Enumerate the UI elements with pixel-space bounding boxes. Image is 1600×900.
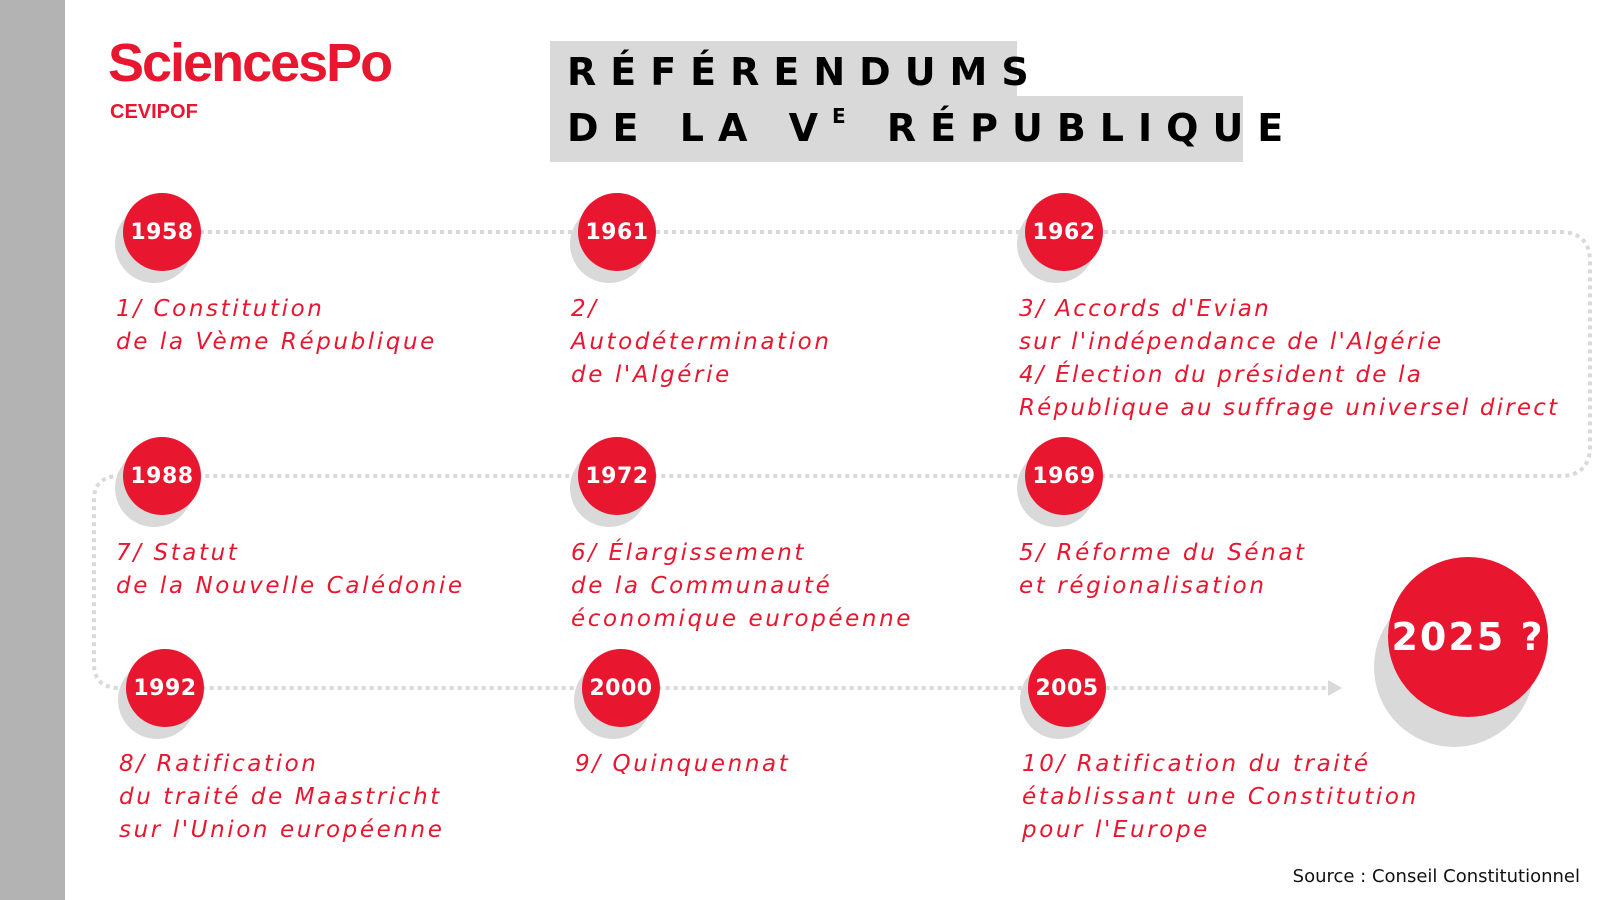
description-line: 4/ Élection du président de la bbox=[1019, 362, 1424, 388]
year-badge: 2000 bbox=[582, 649, 660, 727]
description-line: sur l'Union européenne bbox=[119, 817, 445, 843]
year-badge: 1958 bbox=[123, 193, 201, 271]
year-badge: 1988 bbox=[123, 437, 201, 515]
description-line: de la Communauté bbox=[571, 573, 833, 599]
future-year-badge: 2025 ? bbox=[1388, 557, 1548, 717]
description-line: de l'Algérie bbox=[571, 362, 732, 388]
description-line: établissant une Constitution bbox=[1022, 784, 1419, 810]
event-description-1962: 3/ Accords d'Evian sur l'indépendance de… bbox=[1019, 293, 1559, 425]
description-line: 6/ Élargissement bbox=[571, 540, 807, 566]
description-line: économique européenne bbox=[571, 606, 914, 632]
cevipof-label: CEVIPOF bbox=[110, 101, 198, 123]
year-badge: 1969 bbox=[1025, 437, 1103, 515]
year-badge: 1972 bbox=[578, 437, 656, 515]
event-description-1992: 8/ Ratification du traité de Maastricht … bbox=[119, 748, 444, 847]
description-line: de la Nouvelle Calédonie bbox=[116, 573, 465, 599]
title-background bbox=[550, 41, 1017, 99]
description-line: pour l'Europe bbox=[1022, 817, 1210, 843]
description-line: 7/ Statut bbox=[116, 540, 240, 566]
description-line: du traité de Maastricht bbox=[119, 784, 442, 810]
timeline-node-2005: 2005 bbox=[1020, 649, 1106, 739]
event-description-1969: 5/ Réforme du Sénat et régionalisation bbox=[1019, 537, 1307, 603]
timeline-node-1972: 1972 bbox=[570, 437, 656, 527]
event-description-1958: 1/ Constitution de la Vème République bbox=[116, 293, 437, 359]
year-badge: 2005 bbox=[1028, 649, 1106, 727]
description-line: République au suffrage universel direct bbox=[1019, 395, 1560, 421]
description-line: 5/ Réforme du Sénat bbox=[1019, 540, 1307, 566]
event-description-2000: 9/ Quinquennat bbox=[575, 748, 790, 781]
timeline-dotted-line bbox=[92, 230, 1592, 690]
event-description-1961: 2/ Autodétermination de l'Algérie bbox=[571, 293, 832, 392]
description-line: 9/ Quinquennat bbox=[575, 751, 791, 777]
sciencespo-logo: SciencesPo bbox=[108, 33, 393, 93]
sidebar-strip bbox=[0, 0, 65, 900]
year-badge: 1962 bbox=[1025, 193, 1103, 271]
timeline-node-1961: 1961 bbox=[570, 193, 656, 283]
description-line: sur l'indépendance de l'Algérie bbox=[1019, 329, 1444, 355]
timeline-node-1988: 1988 bbox=[115, 437, 201, 527]
event-description-2005: 10/ Ratification du traité établissant u… bbox=[1022, 748, 1419, 847]
source-note: Source : Conseil Constitutionnel bbox=[1292, 866, 1580, 887]
description-line: Autodétermination bbox=[571, 329, 832, 355]
arrow-head-icon bbox=[1328, 680, 1342, 696]
title-superscript: E bbox=[832, 104, 860, 129]
title-line1: RÉFÉRENDUMS bbox=[567, 50, 1043, 94]
description-line: 10/ Ratification du traité bbox=[1022, 751, 1371, 777]
description-line: de la Vème République bbox=[116, 329, 437, 355]
year-badge: 1992 bbox=[126, 649, 204, 727]
title-line2: DE LA VE RÉPUBLIQUE bbox=[567, 104, 1298, 150]
description-line: 3/ Accords d'Evian bbox=[1019, 296, 1271, 322]
title-background bbox=[550, 96, 1243, 162]
year-badge: 1961 bbox=[578, 193, 656, 271]
timeline-node-1969: 1969 bbox=[1017, 437, 1103, 527]
title-text: DE LA V bbox=[567, 106, 832, 150]
timeline-node-1962: 1962 bbox=[1017, 193, 1103, 283]
future-referendum-node: 2025 ? bbox=[1374, 557, 1548, 747]
title-text: RÉPUBLIQUE bbox=[859, 106, 1298, 150]
timeline-node-1992: 1992 bbox=[118, 649, 204, 739]
event-description-1988: 7/ Statut de la Nouvelle Calédonie bbox=[116, 537, 465, 603]
event-description-1972: 6/ Élargissement de la Communauté économ… bbox=[571, 537, 913, 636]
timeline-node-2000: 2000 bbox=[574, 649, 660, 739]
description-line: et régionalisation bbox=[1019, 573, 1267, 599]
description-line: 1/ Constitution bbox=[116, 296, 325, 322]
description-line: 8/ Ratification bbox=[119, 751, 319, 777]
description-line: 2/ bbox=[571, 296, 599, 322]
timeline-node-1958: 1958 bbox=[115, 193, 201, 283]
